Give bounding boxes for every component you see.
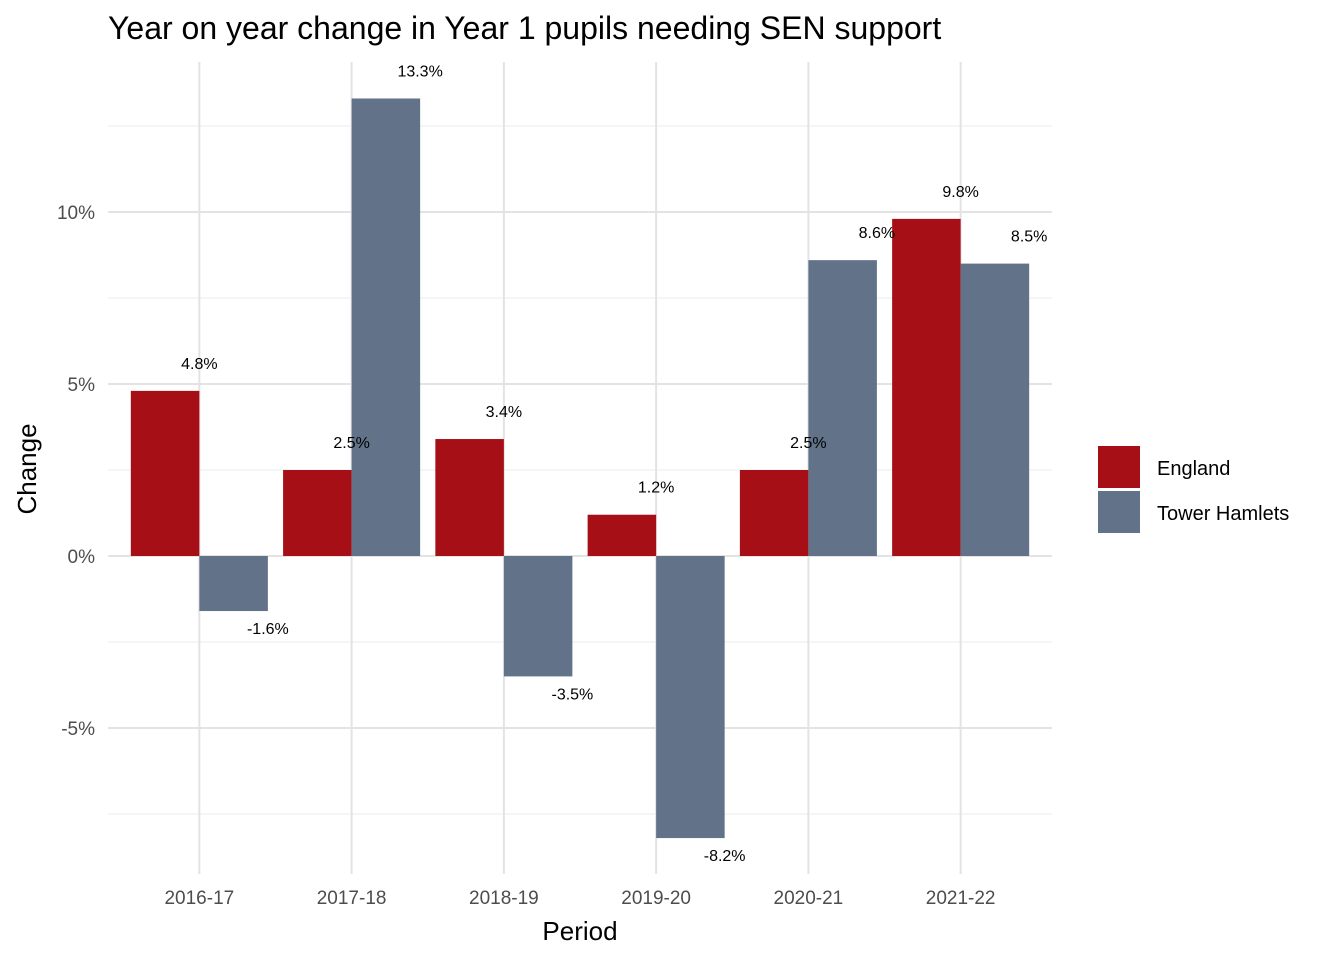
y-axis-title: Change	[12, 423, 42, 514]
y-tick-label: 5%	[68, 375, 96, 396]
bar-england	[283, 470, 352, 556]
x-tick-label: 2017-18	[317, 888, 387, 909]
x-axis-ticks: 2016-17 2017-18 2018-19 2019-20 2020-21 2021-…	[164, 888, 995, 909]
data-label: -8.2%	[704, 848, 746, 865]
bar-england	[892, 218, 961, 556]
x-tick-label: 2019-20	[621, 888, 691, 909]
data-label: 8.6%	[859, 225, 895, 242]
data-label: 1.2%	[638, 480, 674, 497]
bar-england	[435, 439, 504, 556]
legend-label: Tower Hamlets	[1157, 503, 1289, 525]
legend-swatch	[1098, 446, 1140, 488]
data-label: 9.8%	[942, 184, 978, 201]
bar-england	[739, 470, 809, 556]
y-tick-label: 10%	[57, 203, 95, 224]
data-label: -1.6%	[247, 621, 289, 638]
chart-title: Year on year change in Year 1 pupils nee…	[108, 10, 941, 46]
bars	[130, 98, 1030, 839]
bar-tower-hamlets	[808, 260, 877, 556]
x-tick-label: 2021-22	[926, 888, 996, 909]
data-label: 2.5%	[790, 435, 826, 452]
bar-england	[130, 390, 200, 556]
legend-label: England	[1157, 458, 1230, 480]
data-labels: 4.8% 2.5% 3.4% 1.2% 2.5% 9.8% -1.6% 13.3% -3.5% -…	[181, 63, 1047, 865]
bar-tower-hamlets	[199, 556, 268, 612]
y-tick-label: -5%	[61, 719, 95, 740]
data-label: 3.4%	[486, 404, 522, 421]
bar-tower-hamlets	[656, 556, 725, 839]
x-tick-label: 2018-19	[469, 888, 539, 909]
x-tick-label: 2020-21	[774, 888, 844, 909]
data-label: 4.8%	[181, 356, 217, 373]
y-axis-ticks: -5% 0% 5% 10%	[57, 203, 95, 740]
data-label: 13.3%	[397, 63, 442, 80]
bar-england	[587, 514, 657, 556]
data-label: -3.5%	[551, 686, 593, 703]
data-label: 2.5%	[333, 435, 369, 452]
legend-swatch	[1098, 491, 1140, 533]
bar-tower-hamlets	[960, 263, 1030, 556]
data-label: 8.5%	[1011, 229, 1047, 246]
x-tick-label: 2016-17	[164, 888, 234, 909]
bar-tower-hamlets	[503, 556, 573, 677]
legend: England Tower Hamlets	[1098, 446, 1289, 533]
bar-tower-hamlets	[351, 98, 421, 556]
y-tick-label: 0%	[68, 547, 96, 568]
x-axis-title: Period	[542, 916, 617, 946]
